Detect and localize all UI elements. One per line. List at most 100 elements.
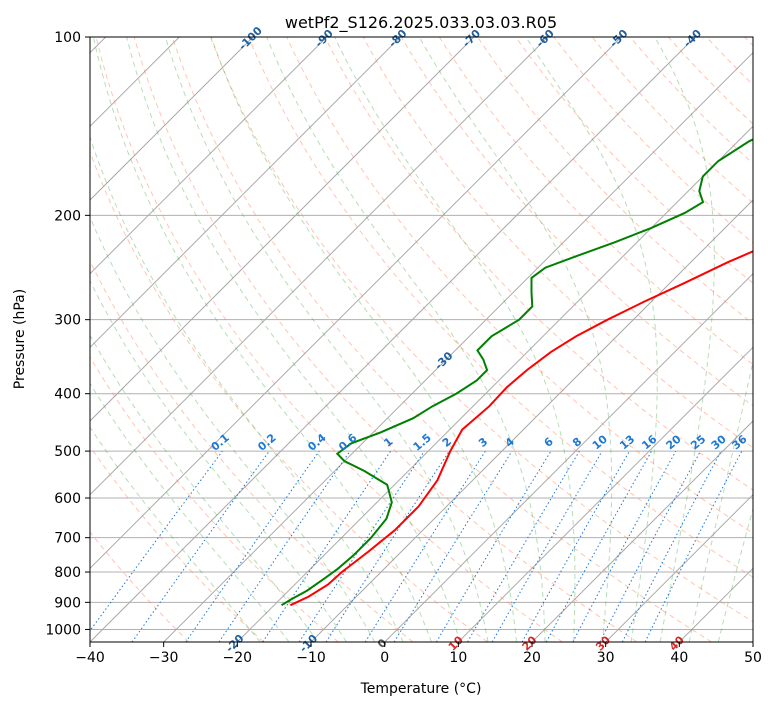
moist-adiabat-line <box>210 37 517 642</box>
line-labels: 0.1 0.2 0.4 0.6 1 1.5 2 3 4 6 8 10 13 16 20 25 30 36-100-… <box>209 24 750 655</box>
dry-adiabat-line <box>90 150 488 642</box>
plot-frame <box>89 36 754 643</box>
isotherm-label: 0 <box>375 636 390 651</box>
mixing-ratio-label: 25 <box>688 433 708 453</box>
dry-adiabat-line <box>591 37 753 204</box>
moist-adiabat-line <box>688 358 753 642</box>
y-tick-label: 600 <box>54 491 81 507</box>
mixing-ratio-label: 1.5 <box>411 431 434 453</box>
isotherm-line <box>163 51 753 642</box>
profile-line-1 <box>289 250 753 607</box>
isotherm-label: -30 <box>432 349 455 372</box>
dry-adiabat-line <box>248 37 753 578</box>
dry-adiabat-line <box>286 37 753 534</box>
dry-adiabat-line <box>133 37 638 642</box>
dry-adiabat-line <box>400 37 753 407</box>
x-tick-label: 40 <box>670 650 688 666</box>
y-tick-label: 100 <box>54 30 81 46</box>
mixing-ratio-line <box>262 450 392 642</box>
mixing-ratio-label: 0.2 <box>255 431 278 453</box>
isotherm-line <box>90 37 328 275</box>
isotherm-line <box>531 420 753 642</box>
isotherm-line <box>90 37 475 422</box>
x-axis-label: Temperature (°C) <box>360 681 482 697</box>
isotherm-line <box>384 272 753 642</box>
mixing-ratio-line <box>131 450 270 642</box>
mixing-ratio-label: 8 <box>570 435 584 450</box>
x-axis: −40 −30 −20 −10 0 10 20 30 40 50 <box>75 642 762 666</box>
dry-adiabat-line <box>171 37 712 642</box>
y-tick-label: 1000 <box>45 622 81 638</box>
mixing-ratio-line <box>298 450 425 642</box>
mixing-ratio-line <box>435 450 552 642</box>
isotherm-line <box>678 567 753 642</box>
moist-adiabat-line <box>266 37 546 642</box>
mixing-ratio-label: 0.1 <box>209 431 232 453</box>
mixing-ratio-label: 36 <box>730 432 750 452</box>
mixing-ratio-label: 16 <box>639 432 659 452</box>
y-axis: 100 200 300 400 500 600 700 800 900 1000 <box>45 30 90 638</box>
moist-adiabat-line <box>92 37 432 642</box>
x-tick-label: 20 <box>523 650 541 666</box>
mixing-ratio-label: 30 <box>709 432 729 452</box>
x-tick-label: −30 <box>149 650 179 666</box>
isotherm-line <box>752 641 753 642</box>
chart-title: wetPf2_S126.2025.033.03.03.R05 <box>285 13 557 33</box>
mixing-ratio-line <box>218 450 351 642</box>
dry-adiabat-line <box>438 37 753 366</box>
isotherm-line <box>90 37 401 349</box>
x-tick-label: −40 <box>75 650 105 666</box>
mixing-ratio-label: 1 <box>381 435 395 450</box>
isotherm-line <box>90 37 696 642</box>
mixing-ratio-label: 0.6 <box>336 431 360 454</box>
mixing-ratio-line <box>521 450 630 642</box>
dry-adiabat-line <box>706 37 753 86</box>
isotherm-label: -40 <box>681 27 704 50</box>
moist-adiabat-line <box>90 426 261 642</box>
profile-line-2 <box>280 138 753 607</box>
mixing-ratio-line <box>393 450 513 642</box>
x-tick-label: 30 <box>597 650 615 666</box>
y-tick-label: 700 <box>54 531 81 547</box>
isotherm-label: -100 <box>236 24 265 53</box>
x-tick-label: 50 <box>744 650 762 666</box>
x-tick-label: −10 <box>296 650 326 666</box>
isotherm-line <box>310 199 753 642</box>
mixing-ratio-label: 20 <box>664 432 684 452</box>
mixing-ratio-label: 10 <box>590 432 610 452</box>
moist-adiabat-line <box>90 382 290 642</box>
mixing-ratio-line <box>572 450 677 642</box>
background-grid <box>90 37 753 642</box>
mixing-ratio-label: 0.4 <box>305 431 329 454</box>
profile-lines <box>280 138 753 607</box>
isotherm-line <box>90 37 622 570</box>
mixing-ratio-line <box>325 450 450 642</box>
mixing-ratio-line <box>185 450 320 642</box>
y-tick-label: 500 <box>54 444 81 460</box>
isotherm-line <box>236 125 753 642</box>
moist-adiabat-line <box>418 37 613 642</box>
mixing-ratio-line <box>599 450 701 642</box>
dry-adiabat-line <box>744 37 753 47</box>
moist-adiabat-line <box>525 37 658 642</box>
moist-adiabat-line <box>654 37 715 642</box>
mixing-ratio-line <box>90 450 223 632</box>
dry-adiabat-line <box>95 37 563 642</box>
moist-adiabat-line <box>90 215 376 642</box>
mixing-ratio-line <box>545 450 653 642</box>
moist-adiabat-line <box>90 135 404 642</box>
dry-adiabat-line <box>90 531 190 642</box>
isotherm-line <box>90 37 549 496</box>
isotherm-label: -50 <box>607 27 630 50</box>
y-tick-label: 800 <box>54 565 81 581</box>
mixing-ratio-label: 13 <box>617 433 637 453</box>
mixing-ratio-label: 3 <box>476 435 490 450</box>
moist-adiabat-line <box>717 506 753 642</box>
moist-adiabat-line <box>164 37 489 642</box>
x-tick-label: −20 <box>223 650 253 666</box>
isotherm-line <box>457 346 753 642</box>
x-tick-label: 10 <box>449 650 467 666</box>
dry-adiabat-line <box>90 356 339 642</box>
isotherm-line <box>605 493 753 642</box>
